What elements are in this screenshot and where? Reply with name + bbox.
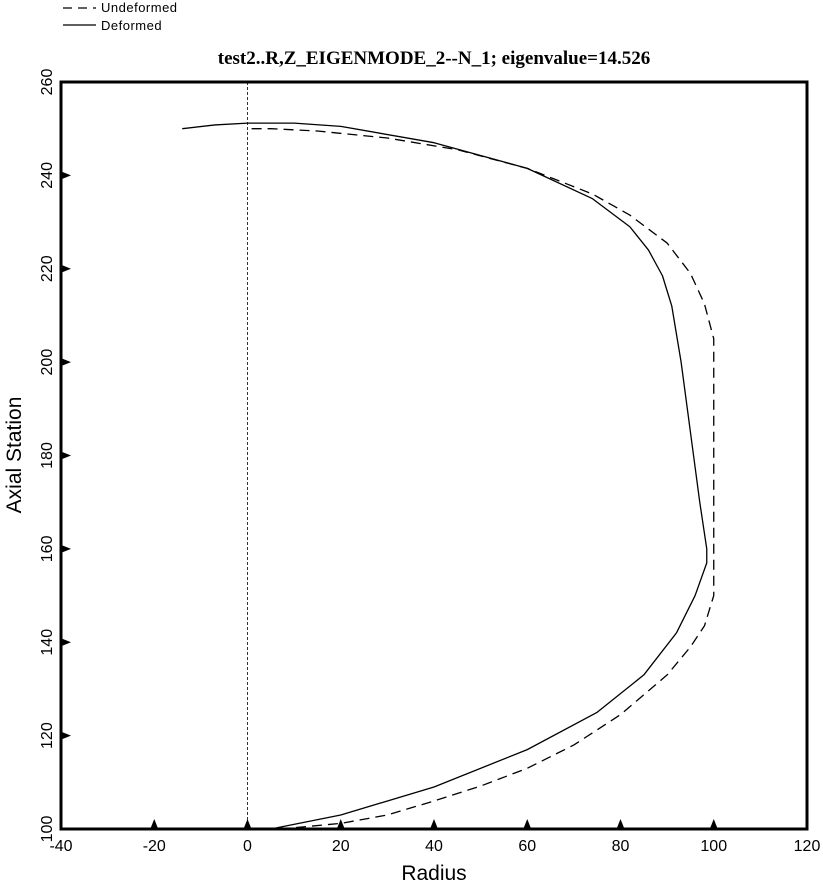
y-tick-mark: [61, 731, 71, 740]
legend: Undeformed Deformed: [63, 0, 178, 33]
y-tick-label: 120: [39, 722, 56, 749]
legend-deformed-label: Deformed: [101, 18, 162, 33]
y-tick-label: 140: [39, 629, 56, 656]
x-tick-label: -40: [49, 838, 72, 855]
x-tick-label: 0: [243, 838, 252, 855]
y-tick-label: 200: [39, 349, 56, 376]
chart-title: test2..R,Z_EIGENMODE_2--N_1; eigenvalue=…: [218, 48, 651, 69]
y-tick-label: 220: [39, 255, 56, 282]
y-tick-label: 260: [39, 69, 56, 96]
x-tick-mark: [336, 819, 345, 829]
y-tick-mark: [61, 171, 71, 180]
x-tick-label: 100: [700, 838, 727, 855]
y-tick-label: 180: [39, 442, 56, 469]
y-axis-title: Axial Station: [3, 397, 26, 514]
series-line-deformed: [182, 122, 708, 830]
y-tick-mark: [61, 451, 71, 460]
x-tick-label: 80: [612, 838, 630, 855]
y-tick-mark: [61, 358, 71, 367]
x-tick-label: 40: [425, 838, 443, 855]
y-tick-label: 160: [39, 535, 56, 562]
x-tick-label: 20: [332, 838, 350, 855]
x-axis-title: Radius: [401, 862, 466, 882]
x-tick-mark: [430, 819, 438, 829]
series-layer: [182, 122, 715, 830]
x-tick-mark: [150, 819, 159, 829]
x-tick-label: -20: [143, 838, 166, 855]
x-tick-label: 60: [518, 838, 536, 855]
y-tick-mark: [61, 544, 71, 553]
ticks-layer: [61, 171, 718, 829]
y-tick-label: 100: [39, 816, 56, 843]
x-tick-label: 120: [794, 838, 821, 855]
y-tick-label: 240: [39, 162, 56, 189]
y-tick-mark: [61, 264, 71, 273]
x-tick-mark: [243, 819, 252, 829]
x-tick-mark: [616, 819, 625, 829]
y-tick-mark: [61, 638, 71, 647]
plot-frame: [59, 80, 809, 831]
x-tick-mark: [709, 819, 718, 829]
legend-undeformed-label: Undeformed: [101, 0, 178, 15]
tick-labels-layer: -40 -20 0 20 40 60 80 100 120 100 120 140 160 180 200 2…: [39, 69, 820, 855]
x-tick-mark: [523, 819, 532, 829]
series-line-undeformed: [247, 128, 715, 830]
